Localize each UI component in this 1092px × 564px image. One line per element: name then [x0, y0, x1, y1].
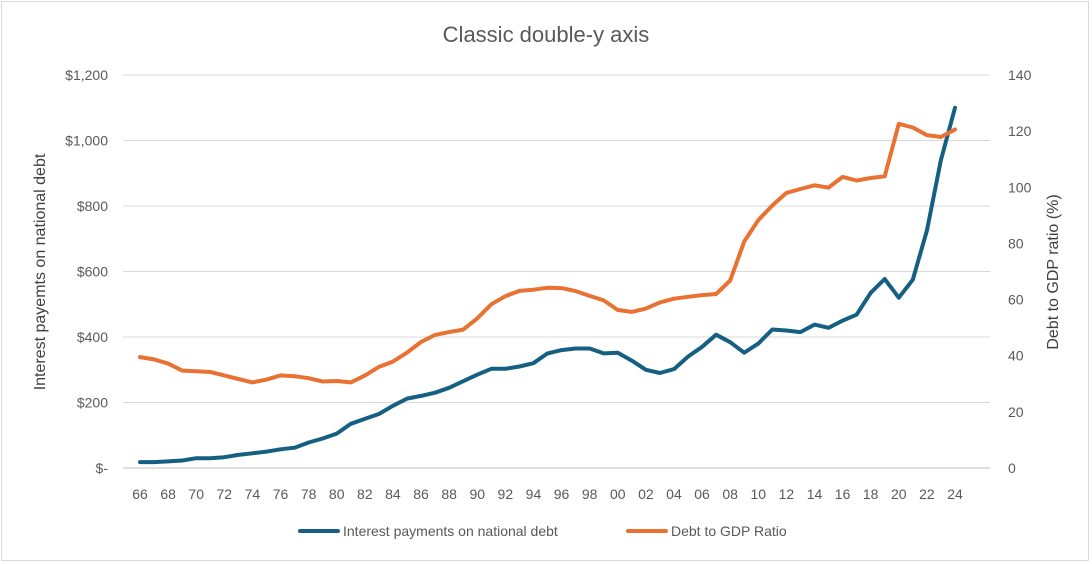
x-tick-label: 68 [160, 486, 176, 502]
legend: Interest payments on national debt Debt … [298, 523, 787, 539]
x-tick-label: 02 [638, 486, 654, 502]
series-line-debt-to-gdp [138, 121, 957, 385]
x-tick-label: 70 [188, 486, 204, 502]
x-tick-label: 92 [498, 486, 514, 502]
left-y-axis-title: Interest payemts on national debt [32, 153, 49, 390]
right-y-axis-title: Debt to GDP ratio (%) [1045, 194, 1062, 349]
x-tick-label: 22 [919, 486, 935, 502]
legend-label-interest: Interest payments on national debt [343, 523, 558, 539]
left-y-tick-label: $400 [77, 329, 108, 345]
x-tick-label: 72 [217, 486, 233, 502]
x-tick-label: 12 [779, 486, 795, 502]
left-y-tick-label: $1,200 [65, 67, 108, 83]
right-y-tick-label: 120 [1008, 123, 1032, 139]
right-y-tick-label: 140 [1008, 67, 1032, 83]
right-y-tick-label: 20 [1008, 404, 1024, 420]
x-tick-label: 08 [722, 486, 738, 502]
x-tick-label: 24 [947, 486, 963, 502]
x-axis-ticks: 66 68 70 72 74 76 78 80 82 84 86 88 90 92 94 96 98 00 02 04… [132, 486, 963, 502]
x-tick-label: 20 [891, 486, 907, 502]
series-lines [138, 105, 957, 465]
left-y-tick-label: $1,000 [65, 133, 108, 149]
chart-title: Classic double-y axis [443, 22, 650, 47]
x-tick-label: 84 [385, 486, 401, 502]
x-tick-label: 76 [273, 486, 289, 502]
x-tick-label: 18 [863, 486, 879, 502]
legend-label-debt-gdp: Debt to GDP Ratio [671, 523, 787, 539]
left-y-tick-label: $800 [77, 198, 108, 214]
x-tick-label: 00 [610, 486, 626, 502]
right-y-tick-label: 100 [1008, 179, 1032, 195]
x-tick-label: 82 [357, 486, 373, 502]
x-tick-label: 96 [554, 486, 570, 502]
right-y-tick-label: 60 [1008, 292, 1024, 308]
x-tick-label: 06 [694, 486, 710, 502]
x-tick-label: 90 [469, 486, 485, 502]
right-y-tick-label: 80 [1008, 235, 1024, 251]
x-tick-label: 88 [441, 486, 457, 502]
right-y-axis-ticks: 0 20 40 60 80 100 120 140 [1008, 67, 1032, 476]
x-tick-label: 66 [132, 486, 148, 502]
left-y-tick-label: $600 [77, 264, 108, 280]
x-tick-label: 98 [582, 486, 598, 502]
left-y-tick-label: $- [96, 460, 109, 476]
x-tick-label: 10 [750, 486, 766, 502]
left-y-tick-label: $200 [77, 395, 108, 411]
x-tick-label: 16 [835, 486, 851, 502]
x-tick-label: 74 [245, 486, 261, 502]
right-y-tick-label: 0 [1008, 460, 1016, 476]
x-tick-label: 86 [413, 486, 429, 502]
gridlines [123, 74, 990, 469]
x-tick-label: 94 [526, 486, 542, 502]
x-tick-label: 14 [807, 486, 823, 502]
x-tick-label: 78 [301, 486, 317, 502]
x-tick-label: 80 [329, 486, 345, 502]
x-tick-label: 04 [666, 486, 682, 502]
left-y-axis-ticks: $- $200 $400 $600 $800 $1,000 $1,200 [65, 67, 108, 476]
right-y-tick-label: 40 [1008, 348, 1024, 364]
series-line-interest-payments [138, 105, 957, 465]
